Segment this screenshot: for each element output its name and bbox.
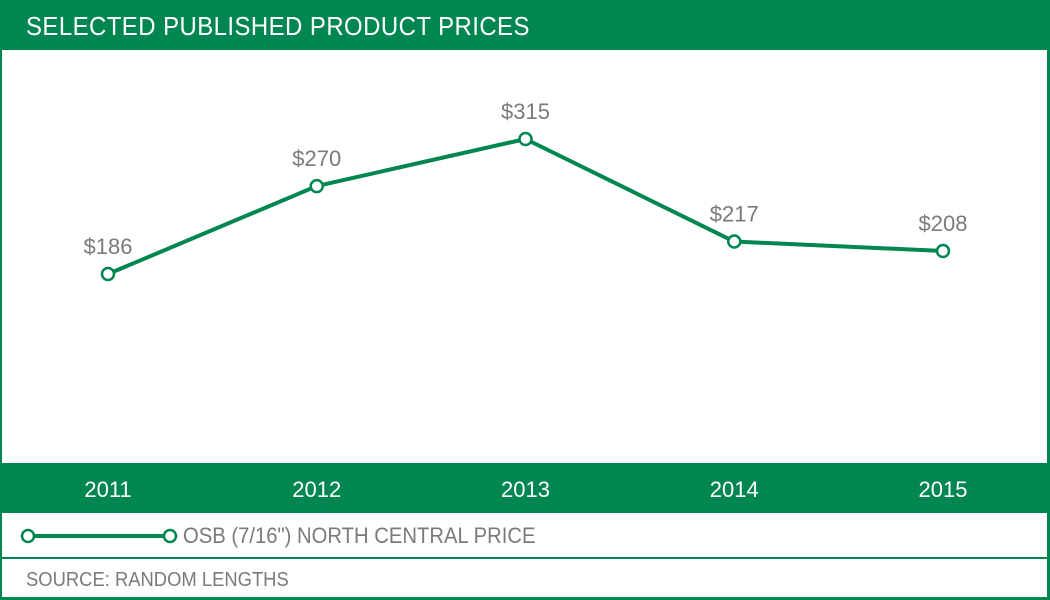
data-label: $270 — [292, 146, 341, 171]
source-note: SOURCE: RANDOM LENGTHS — [26, 569, 289, 591]
x-tick-label: 2015 — [918, 477, 968, 502]
data-label: $217 — [710, 202, 759, 227]
x-axis-bar: 2011 2012 2013 2014 2015 — [0, 463, 1050, 513]
data-point — [727, 234, 742, 249]
data-point — [100, 266, 116, 282]
x-tick-label: 2011 — [84, 477, 132, 502]
data-label: $315 — [501, 99, 550, 124]
data-point — [935, 243, 951, 259]
title-bar: SELECTED PUBLISHED PRODUCT PRICES — [0, 0, 1050, 50]
legend-label: OSB (7/16") NORTH CENTRAL PRICE — [183, 523, 536, 548]
data-point — [518, 131, 533, 147]
plot-area: $186 $270 $315 $217 $208 — [84, 99, 968, 282]
legend: OSB (7/16") NORTH CENTRAL PRICE — [0, 513, 1050, 559]
x-tick-label: 2014 — [709, 477, 759, 502]
x-tick-label: 2013 — [501, 477, 550, 502]
series-line — [107, 137, 944, 276]
x-tick-label: 2012 — [292, 477, 342, 502]
data-label: $186 — [84, 234, 133, 259]
chart-title: SELECTED PUBLISHED PRODUCT PRICES — [26, 11, 530, 41]
data-point — [309, 178, 324, 194]
legend-line-icon — [20, 528, 178, 544]
data-label: $208 — [919, 211, 968, 236]
